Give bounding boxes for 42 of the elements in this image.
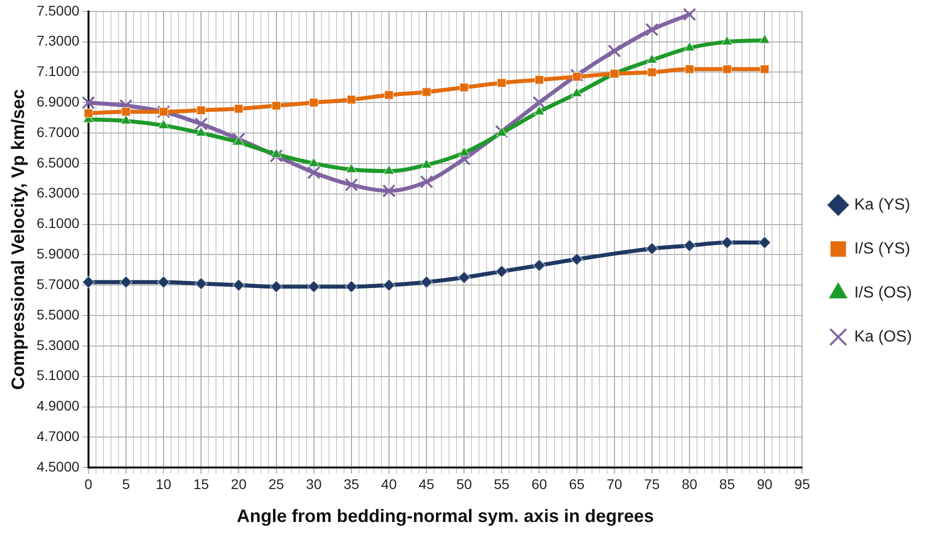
y-tick-label: 5.7000 [36, 276, 80, 292]
y-tick-label: 4.7000 [36, 428, 80, 444]
y-tick-label: 5.1000 [36, 367, 80, 384]
y-tick-label: 5.3000 [36, 336, 80, 353]
x-tick-label: 70 [606, 476, 622, 492]
y-tick-label: 5.9000 [36, 246, 80, 262]
y-tick-label: 6.3000 [36, 184, 80, 201]
x-tick-label: 30 [306, 476, 322, 492]
x-tick-label: 60 [531, 476, 548, 492]
y-tick-label: 7.1000 [36, 63, 80, 80]
x-tick-label: 50 [456, 476, 472, 492]
x-tick-label: 25 [268, 476, 284, 492]
x-tick-label: 65 [569, 476, 585, 492]
x-tick-label: 85 [719, 476, 736, 492]
y-tick-label: 4.5000 [36, 458, 80, 474]
x-tick-label: 80 [682, 476, 698, 492]
x-axis-title: Angle from bedding-normal sym. axis in degrees [236, 506, 654, 526]
legend-label: Ka (YS) [854, 196, 910, 214]
legend-label: I/S (OS) [854, 284, 912, 302]
x-tick-label: 95 [794, 476, 810, 492]
x-tick-label: 40 [381, 476, 397, 492]
y-tick-label: 6.7000 [36, 124, 80, 140]
x-tick-label: 5 [122, 476, 130, 492]
y-tick-label: 6.1000 [36, 215, 80, 232]
x-tick-label: 15 [193, 476, 210, 492]
y-tick-label: 7.5000 [36, 2, 80, 18]
x-tick-label: 55 [494, 476, 510, 492]
x-tick-label: 45 [418, 476, 435, 492]
y-tick-label: 7.3000 [36, 32, 80, 49]
y-tick-label: 6.5000 [36, 154, 80, 170]
x-tick-label: 90 [756, 476, 773, 492]
y-tick-label: 4.9000 [36, 398, 80, 414]
y-tick-label: 6.9000 [36, 94, 80, 110]
y-axis-title: Compressional Velocity, Vp km/sec [8, 89, 28, 390]
x-tick-label: 10 [156, 476, 172, 492]
x-tick-label: 35 [344, 476, 360, 492]
x-tick-label: 75 [644, 476, 660, 492]
legend-label: I/S (YS) [854, 240, 910, 258]
legend-label: Ka (OS) [854, 328, 912, 346]
y-tick-label: 5.5000 [36, 306, 80, 322]
x-tick-label: 0 [84, 476, 93, 492]
x-tick-label: 20 [230, 476, 247, 492]
